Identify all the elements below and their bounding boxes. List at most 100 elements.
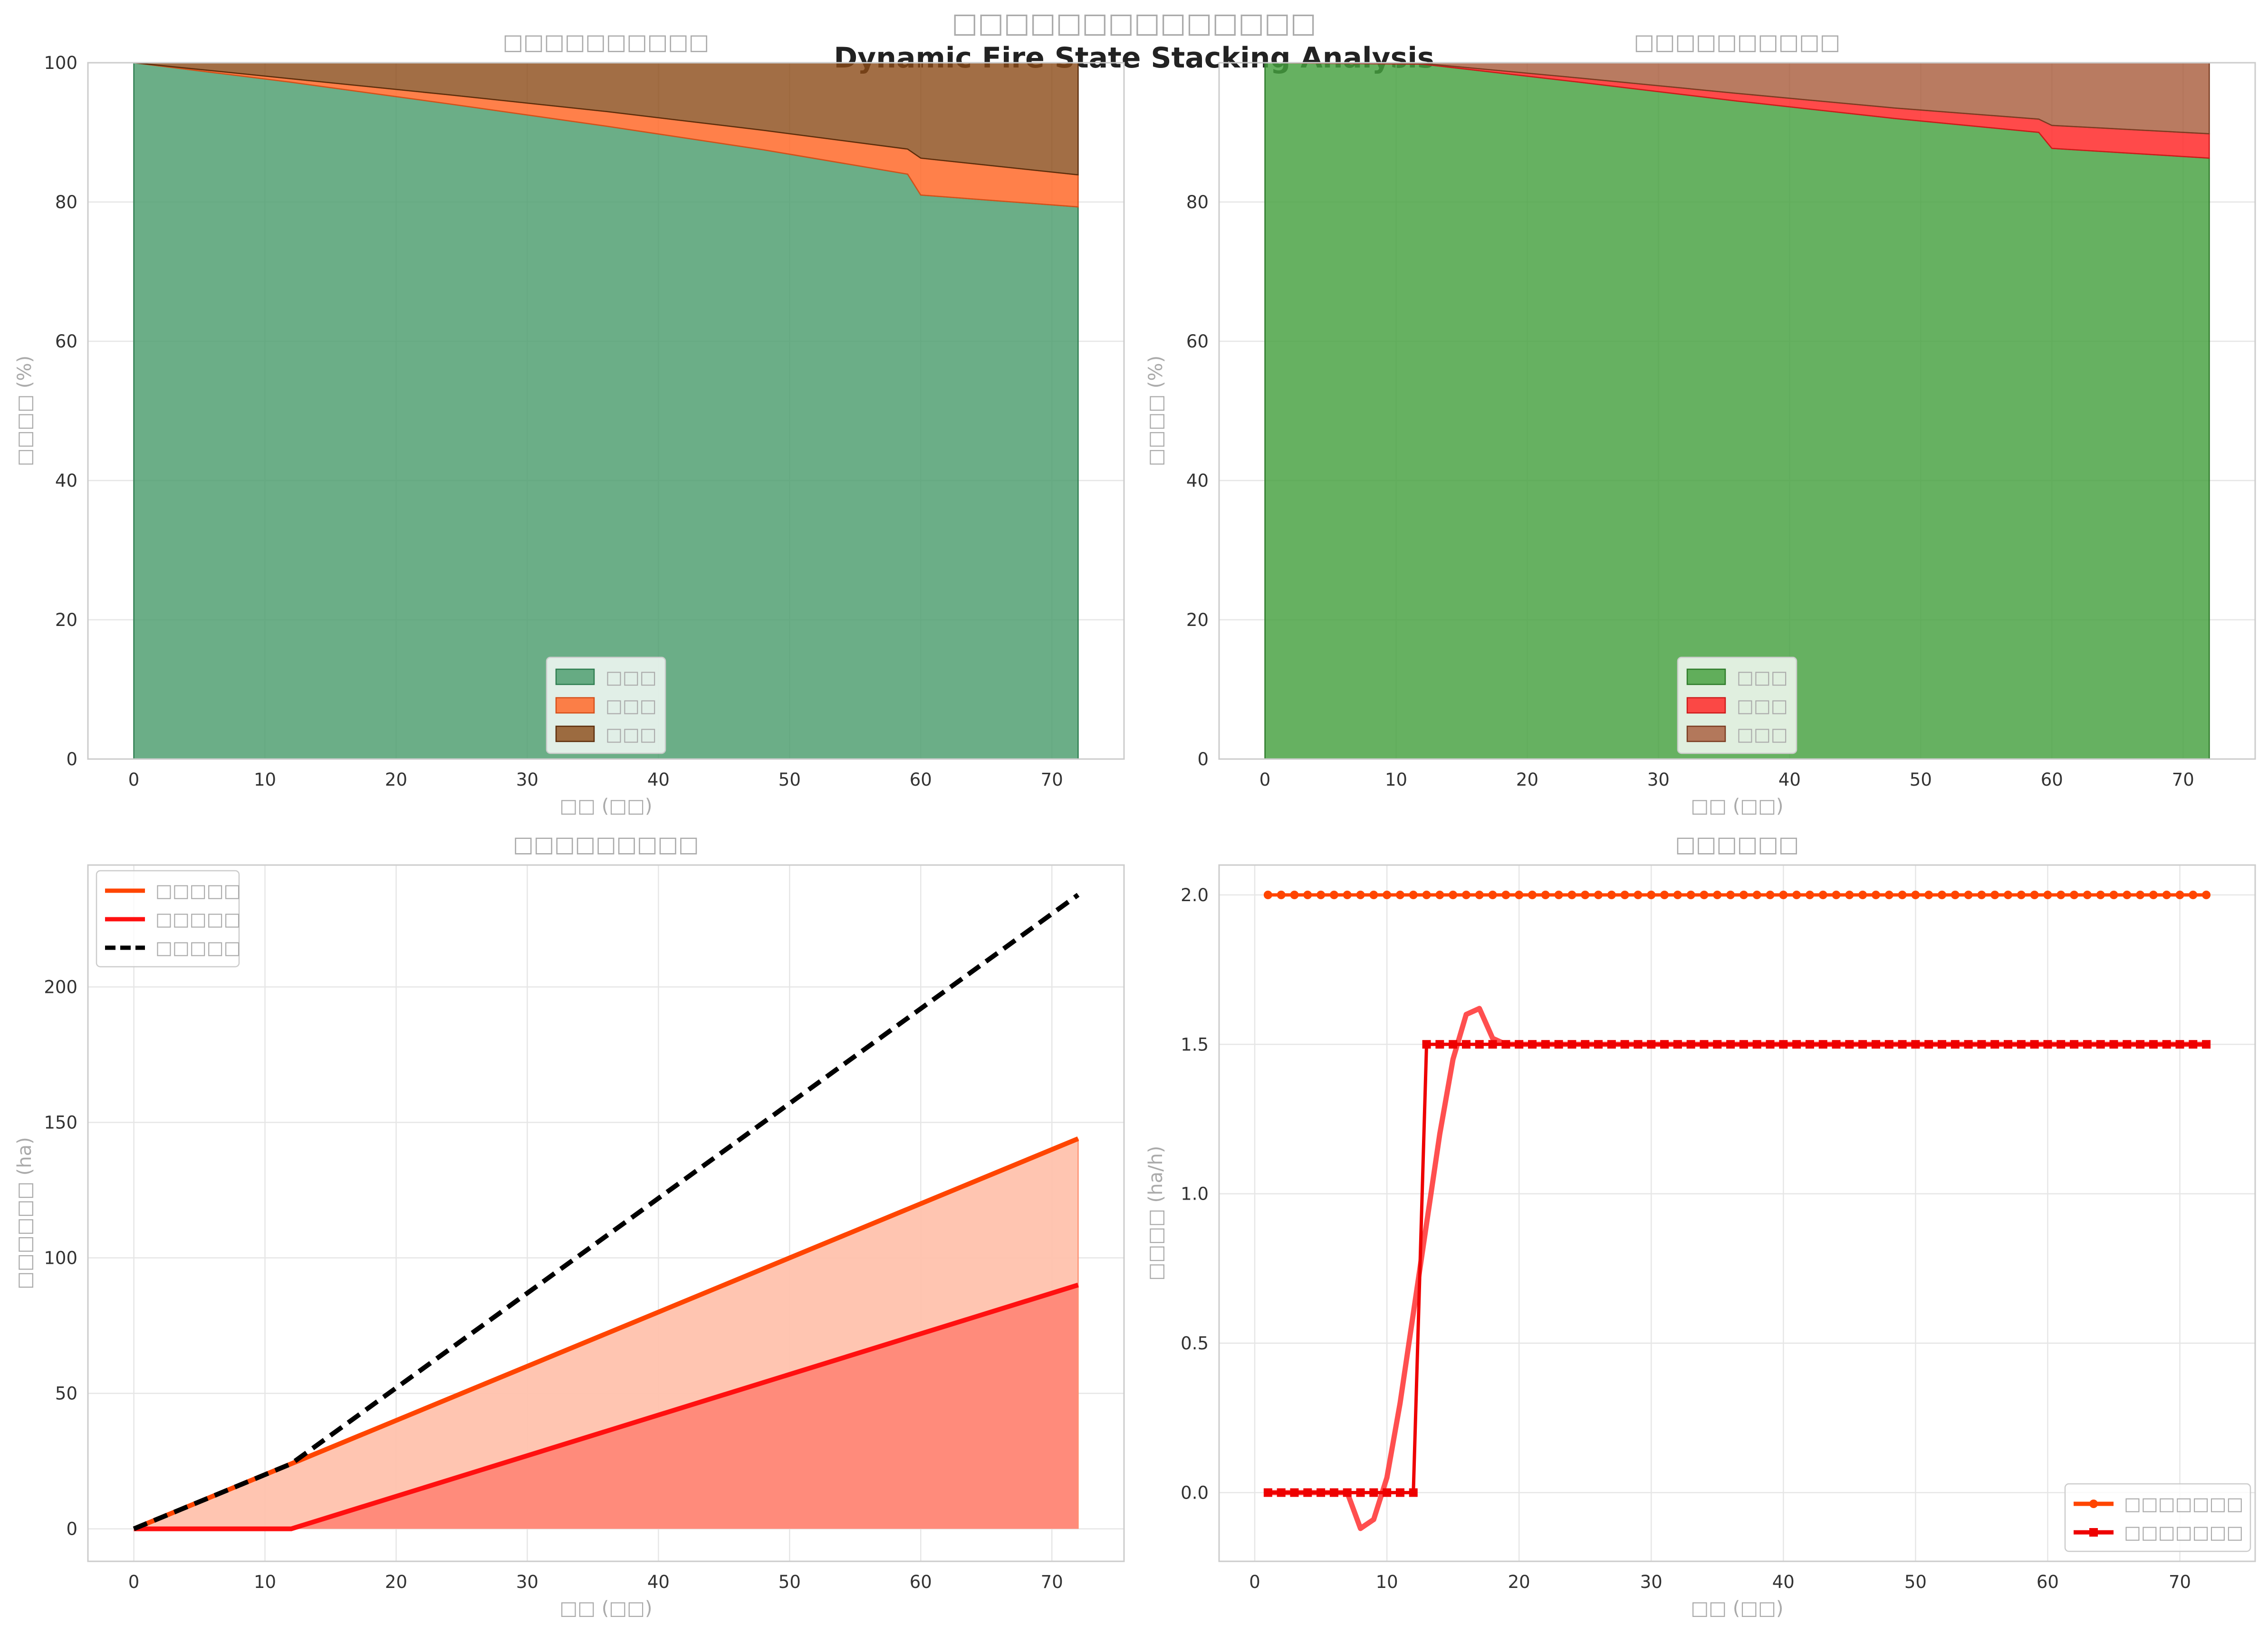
x-tick-label: 0 — [128, 769, 140, 790]
data-point — [2057, 890, 2066, 899]
plot-frame — [1218, 62, 2256, 760]
data-point — [1409, 1488, 1418, 1497]
data-point — [1858, 1040, 1867, 1049]
data-point — [1752, 890, 1761, 899]
data-point — [1673, 1040, 1682, 1049]
data-point — [1726, 1040, 1735, 1049]
smoothed-curve — [1268, 1006, 2207, 1531]
y-tick-label: 0.5 — [1181, 1333, 1209, 1354]
x-tick-label: 10 — [254, 769, 276, 790]
data-point — [1290, 1488, 1299, 1497]
data-point — [1990, 890, 1999, 899]
legend: □□□□□ □□□□□ □□□□□ — [96, 870, 241, 968]
data-point — [1488, 890, 1497, 899]
data-point — [1713, 1040, 1722, 1049]
data-point — [1924, 1040, 1933, 1049]
data-point — [1435, 890, 1444, 899]
x-tick-label: 70 — [2172, 769, 2194, 790]
data-point — [1937, 1040, 1946, 1049]
legend-frame — [96, 870, 240, 968]
legend-swatch — [1686, 725, 1726, 742]
data-point — [1461, 1040, 1470, 1049]
data-point — [1884, 1040, 1893, 1049]
data-point — [2162, 890, 2171, 899]
data-point — [1356, 890, 1365, 899]
data-point — [1277, 890, 1286, 899]
legend-label: □□□ — [1737, 695, 1788, 716]
data-point — [1818, 1040, 1827, 1049]
data-point — [2123, 890, 2132, 899]
y-tick-label: 40 — [55, 471, 77, 491]
data-point — [2004, 1040, 2013, 1049]
data-point — [2030, 1040, 2039, 1049]
legend-label: □□□ — [1737, 724, 1788, 745]
legend-swatch — [1686, 668, 1726, 685]
data-point — [1528, 1040, 1537, 1049]
data-point — [2123, 1040, 2132, 1049]
data-point — [2083, 1040, 2092, 1049]
legend: □□□□□□□ □□□□□□□ — [2064, 1483, 2251, 1552]
x-tick-label: 10 — [254, 1572, 276, 1592]
data-point — [1475, 890, 1484, 899]
data-point — [1395, 890, 1404, 899]
data-point — [1567, 890, 1576, 899]
legend-label: □□□□□□□ — [2124, 1493, 2243, 1514]
y-tick-label: 50 — [55, 1384, 77, 1404]
legend-label: □□□ — [605, 667, 657, 688]
area-unburned — [1264, 62, 2210, 760]
data-point — [1263, 890, 1272, 899]
data-point — [1805, 890, 1814, 899]
data-point — [2083, 890, 2092, 899]
x-tick-label: 40 — [647, 769, 670, 790]
data-point — [1581, 890, 1590, 899]
x-tick-label: 20 — [385, 1572, 407, 1592]
legend-label: □□□□□□□ — [2124, 1522, 2243, 1543]
x-tick-label: 20 — [1516, 769, 1538, 790]
series-line-2 — [134, 1282, 1079, 1531]
x-tick-label: 0 — [128, 1572, 140, 1592]
data-point — [1990, 1040, 1999, 1049]
y-tick-label: 80 — [1186, 192, 1209, 212]
y-axis-label: □□□□□□ (ha) — [14, 1137, 36, 1289]
x-axis-label: □□ (□□) — [559, 795, 652, 817]
data-point — [2136, 1040, 2145, 1049]
data-point — [1303, 890, 1312, 899]
data-point — [2057, 1040, 2066, 1049]
y-tick-label: 200 — [44, 977, 77, 998]
data-point — [1594, 890, 1603, 899]
data-point — [2189, 890, 2198, 899]
data-point — [1951, 890, 1960, 899]
data-point — [2043, 890, 2052, 899]
data-point — [1343, 1488, 1352, 1497]
y-tick-label: 0 — [66, 1519, 77, 1539]
x-tick-label: 30 — [1640, 1572, 1663, 1592]
data-point — [1528, 890, 1537, 899]
data-point — [1515, 1040, 1524, 1049]
data-point — [1449, 890, 1458, 899]
data-point — [1726, 890, 1735, 899]
data-point — [1700, 890, 1709, 899]
data-point — [1832, 1040, 1841, 1049]
data-point — [1607, 1040, 1616, 1049]
x-tick-label: 40 — [1772, 1572, 1795, 1592]
legend-swatch — [555, 725, 595, 742]
x-tick-label: 20 — [1508, 1572, 1530, 1592]
data-point — [2070, 890, 2079, 899]
data-point — [1924, 890, 1933, 899]
data-point — [2149, 890, 2158, 899]
data-point — [1395, 1488, 1404, 1497]
data-point — [1752, 1040, 1761, 1049]
legend-label: □□□□□ — [155, 937, 241, 958]
legend-marker — [2089, 1500, 2098, 1508]
legend-label: □□□□□ — [155, 880, 241, 901]
data-point — [1884, 890, 1893, 899]
data-point — [1964, 1040, 1973, 1049]
panel-1: 0 10 20 30 40 50 60 70 0 20 40 60 80 100 □□□□□□□□□□ □□ … — [14, 29, 1125, 817]
data-point — [1263, 1488, 1272, 1497]
figure-title: □□□□□□□□□□□□□□ — [951, 7, 1316, 39]
data-point — [2149, 1040, 2158, 1049]
data-point — [2175, 890, 2184, 899]
legend: □□□ □□□ □□□ — [1677, 656, 1797, 754]
data-point — [1832, 890, 1841, 899]
